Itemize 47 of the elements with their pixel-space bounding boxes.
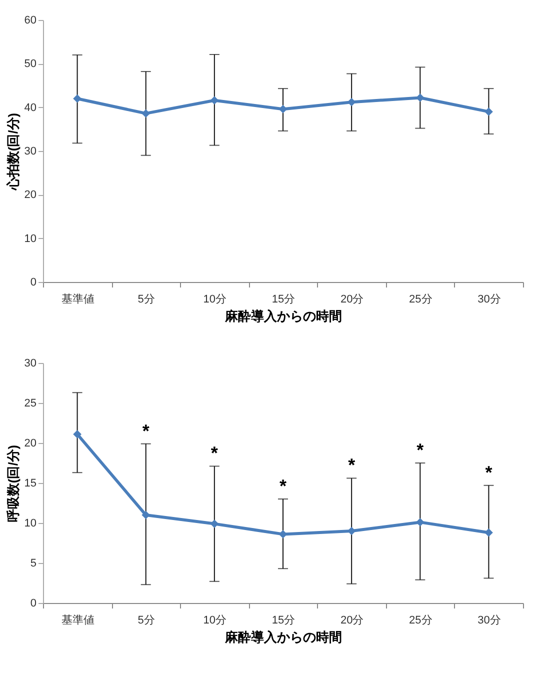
point — [210, 96, 219, 105]
x-tick-label: 10分 — [203, 294, 227, 306]
x-tick-label: 10分 — [203, 614, 227, 626]
x-tick-label: 15分 — [272, 614, 296, 626]
x-axis-title: 麻酔導入からの時間 — [224, 308, 342, 324]
x-tick-label: 25分 — [409, 614, 432, 626]
y-tick-label: 15 — [24, 478, 36, 490]
x-tick-label: 25分 — [409, 294, 432, 306]
y-tick-label: 50 — [24, 58, 36, 70]
point — [73, 430, 82, 438]
annotation: * — [279, 476, 287, 496]
y-tick-label: 40 — [24, 102, 36, 114]
point — [73, 94, 82, 103]
annotation: * — [210, 443, 218, 464]
x-tick-label: 基準値 — [61, 292, 94, 306]
point — [210, 520, 219, 528]
point — [278, 104, 288, 114]
x-tick-label: 5分 — [138, 294, 155, 306]
point — [416, 518, 424, 526]
y-axis-title: 心拍数(回/分) — [5, 112, 20, 192]
x-tick-label: 5分 — [138, 614, 155, 626]
annotation: * — [142, 420, 150, 441]
annotation: * — [416, 440, 424, 460]
point — [484, 108, 493, 116]
y-tick-label: 0 — [30, 598, 36, 610]
x-tick-label: 30分 — [478, 614, 501, 626]
y-tick-label: 60 — [24, 14, 36, 26]
annotation: * — [348, 455, 356, 476]
y-tick-label: 10 — [24, 518, 36, 530]
x-tick-label: 20分 — [340, 294, 364, 306]
y-axis-title: 呼吸数(回/分) — [5, 444, 20, 522]
annotation: * — [485, 462, 492, 482]
y-tick-label: 5 — [30, 558, 36, 570]
point — [142, 109, 150, 118]
y-tick-label: 0 — [30, 276, 36, 288]
x-tick-label: 15分 — [272, 294, 296, 306]
point — [484, 528, 493, 537]
x-axis-title: 麻酔導入からの時間 — [224, 630, 342, 644]
x-tick-label: 30分 — [478, 294, 501, 306]
y-tick-label: 10 — [24, 232, 36, 245]
y-tick-label: 30 — [24, 146, 36, 158]
x-tick-label: 基準値 — [61, 614, 94, 626]
x-tick-label: 20分 — [340, 614, 364, 626]
y-tick-label: 20 — [24, 189, 36, 202]
y-tick-label: 25 — [24, 398, 36, 410]
y-tick-label: 30 — [24, 358, 36, 370]
y-tick-label: 20 — [24, 438, 36, 450]
